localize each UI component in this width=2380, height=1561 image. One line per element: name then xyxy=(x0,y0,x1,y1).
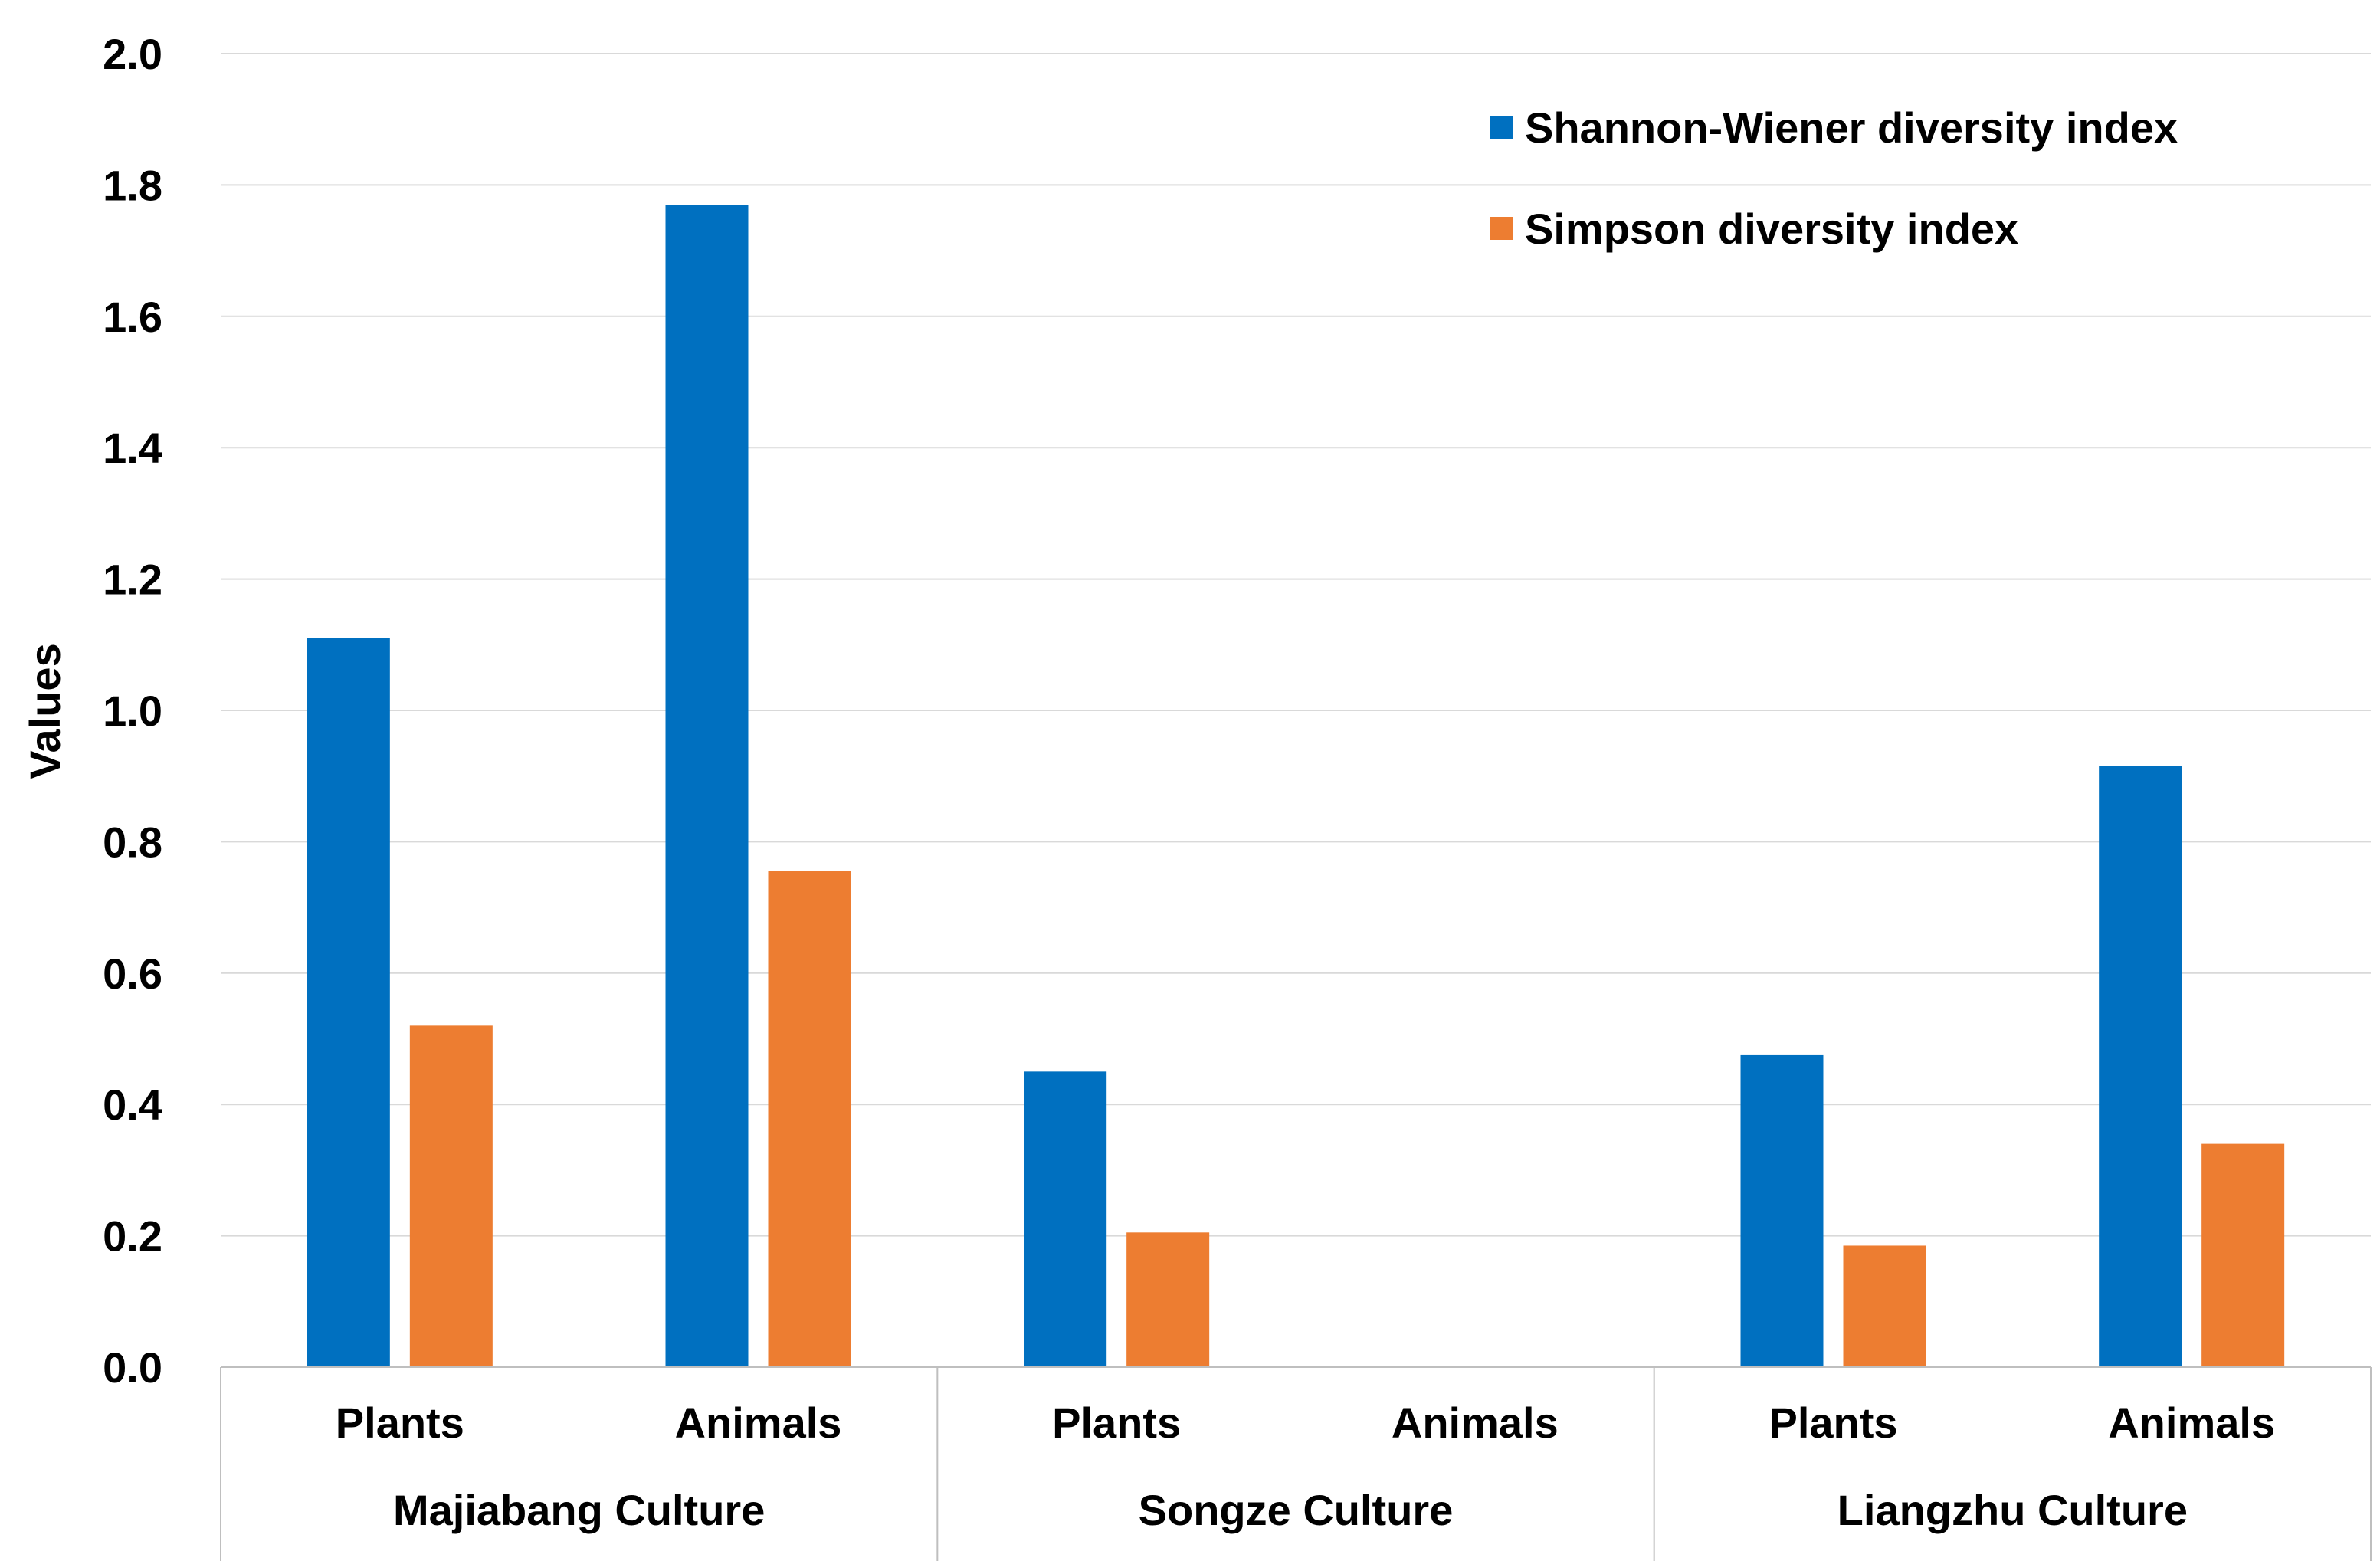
bar-shannon-4 xyxy=(1740,1054,1824,1367)
legend: Shannon-Wiener diversity index Simpson di… xyxy=(1490,103,2178,253)
y-tick-label: 0.2 xyxy=(103,1212,162,1261)
bar-shannon-2 xyxy=(1024,1071,1107,1367)
bars xyxy=(307,205,2285,1367)
x-category-label: Animals xyxy=(2108,1399,2275,1447)
legend-label: Shannon-Wiener diversity index xyxy=(1525,103,2178,152)
bar-simpson-4 xyxy=(1843,1245,1926,1367)
y-tick-label: 0.4 xyxy=(103,1081,162,1129)
y-tick-label: 1.0 xyxy=(103,687,162,735)
y-tick-label: 1.8 xyxy=(103,161,162,209)
bar-shannon-5 xyxy=(2099,766,2182,1367)
x-category-label: Animals xyxy=(1392,1399,1559,1447)
legend-swatch xyxy=(1490,217,1513,240)
y-tick-label: 2.0 xyxy=(103,30,162,78)
bar-simpson-5 xyxy=(2201,1143,2285,1367)
x-category-label: Plants xyxy=(1769,1399,1897,1447)
axes: 0.0 0.2 0.4 0.6 0.8 1.0 1.2 1.4 1.6 1.8 2.0 Plants A… xyxy=(103,30,2372,1561)
y-axis-title: Values xyxy=(21,643,69,779)
legend-swatch xyxy=(1490,116,1513,139)
bar-shannon-0 xyxy=(307,638,390,1367)
gridlines xyxy=(221,53,2371,1237)
x-group-label: Majiabang Culture xyxy=(393,1486,765,1534)
x-group-label: Songze Culture xyxy=(1139,1486,1454,1534)
y-tick-label: 1.2 xyxy=(103,556,162,604)
bar-simpson-1 xyxy=(768,871,851,1367)
y-tick-label: 1.6 xyxy=(103,293,162,341)
x-category-label: Plants xyxy=(336,1399,464,1447)
bar-shannon-1 xyxy=(665,205,749,1367)
x-category-label: Plants xyxy=(1052,1399,1181,1447)
x-category-label: Animals xyxy=(675,1399,842,1447)
bar-simpson-0 xyxy=(409,1025,493,1367)
y-tick-label: 0.8 xyxy=(103,818,162,866)
legend-label: Simpson diversity index xyxy=(1525,205,2018,253)
y-tick-label: 0.0 xyxy=(103,1343,162,1392)
y-tick-label: 1.4 xyxy=(103,424,162,472)
x-group-label: Liangzhu Culture xyxy=(1837,1486,2188,1534)
bar-simpson-2 xyxy=(1126,1232,1210,1367)
y-tick-label: 0.6 xyxy=(103,949,162,998)
